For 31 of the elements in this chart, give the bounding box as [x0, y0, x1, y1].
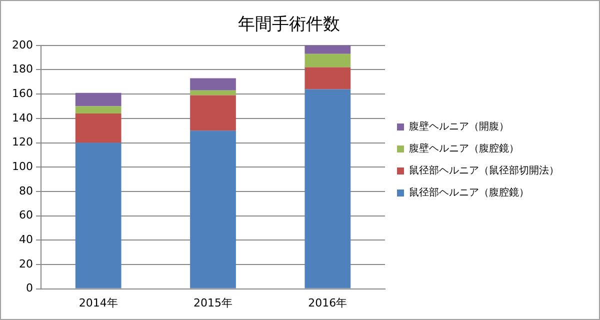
- bar: [304, 54, 351, 68]
- x-tick-label: 2015年: [194, 296, 232, 310]
- y-tick-label: 60: [18, 208, 33, 222]
- y-tick-label: 160: [12, 86, 33, 100]
- y-tick-label: 40: [18, 232, 33, 246]
- y-tick-label: 20: [18, 257, 33, 270]
- legend-label: 腹壁ヘルニア（開腹）: [409, 120, 509, 133]
- y-tick-label: 0: [26, 282, 33, 295]
- y-tick-label: 140: [12, 111, 33, 124]
- x-tick-label: 2014年: [78, 296, 118, 310]
- bar: [75, 142, 122, 288]
- bar: [304, 45, 351, 54]
- legend-label: 鼠径部ヘルニア（鼠径部切開法）: [409, 164, 559, 177]
- y-tick-label: 100: [12, 160, 33, 173]
- y-tick-label: 80: [18, 184, 33, 198]
- y-tick-label: 180: [12, 62, 33, 76]
- chart-title: 年間手術件数: [238, 14, 340, 35]
- bar: [75, 92, 122, 106]
- bar: [190, 130, 236, 288]
- bar: [75, 114, 122, 143]
- bar: [304, 89, 351, 288]
- y-tick-label: 120: [12, 136, 33, 149]
- legend-label: 鼠径部ヘルニア（腹腔鏡）: [409, 186, 529, 199]
- bar: [190, 95, 236, 131]
- bar: [304, 67, 351, 90]
- bar: [190, 78, 236, 90]
- bar: [75, 106, 122, 114]
- y-tick-label: 200: [12, 38, 33, 52]
- bar: [190, 90, 236, 96]
- legend-label: 腹壁ヘルニア（腹腔鏡）: [409, 142, 519, 155]
- x-tick-label: 2016年: [308, 296, 348, 310]
